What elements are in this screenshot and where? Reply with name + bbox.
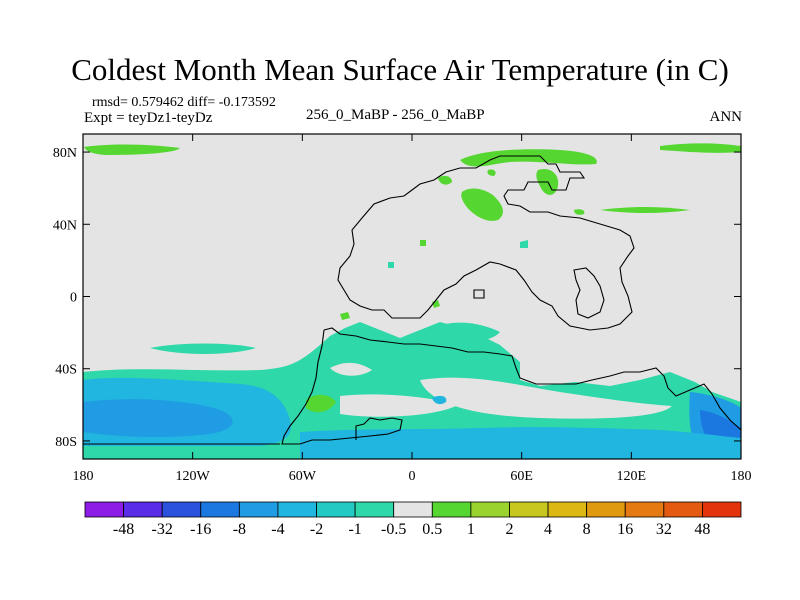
contour-region-europe — [461, 188, 503, 221]
colorbar-label: 2 — [505, 521, 513, 538]
colorbar-swatch — [586, 501, 626, 518]
x-tick-label: 60E — [510, 469, 533, 484]
contour-region-pacific-streak — [150, 343, 256, 354]
coastline-pangea — [337, 155, 635, 331]
x-tick-label: 120W — [176, 469, 211, 484]
y-tick-label: 80N — [53, 146, 77, 161]
colorbar-swatch — [316, 501, 356, 518]
colorbar-label: -32 — [152, 521, 173, 538]
colorbar-swatch — [509, 501, 549, 518]
contour-region-patch-2 — [520, 240, 528, 248]
y-tick-label: 0 — [70, 291, 77, 306]
contour-region-south-green-2 — [340, 312, 350, 320]
coastline-south-west — [281, 329, 403, 445]
contour-region-patch-4 — [432, 395, 447, 405]
colorbar-swatch — [238, 501, 279, 518]
colorbar: -48 -32 -16 -8 -4 -2 -1 -0.5 0.5 1 2 4 8 16 32 48 — [84, 501, 742, 538]
colorbar-label: 4 — [544, 521, 552, 538]
stats-label: rmsd= 0.579462 diff= -0.173592 — [92, 95, 276, 110]
contour-region-small-2 — [487, 169, 496, 176]
gap-south-2 — [340, 394, 460, 417]
colorbar-label: -16 — [190, 521, 211, 538]
colorbar-swatch — [354, 501, 395, 518]
x-tick-label: 120E — [617, 469, 647, 484]
colorbar-swatch — [277, 501, 317, 518]
experiment-label: Expt = teyDz1-teyDz — [84, 110, 213, 126]
colorbar-label: -48 — [113, 521, 134, 538]
gap-south-3 — [330, 362, 372, 376]
colorbar-swatch — [624, 501, 665, 518]
colorbar-label: 48 — [694, 521, 710, 538]
colorbar-label: 0.5 — [422, 521, 442, 538]
contour-region-arctic-3 — [660, 143, 741, 153]
colorbar-label: -0.5 — [381, 521, 406, 538]
colorbar-swatch — [123, 501, 163, 518]
contour-region-small-3 — [574, 209, 585, 215]
colorbar-label: -4 — [271, 521, 284, 538]
colorbar-swatch — [84, 501, 124, 518]
colorbar-swatch — [393, 501, 433, 518]
contour-region-south-green-1 — [306, 394, 336, 413]
colorbar-swatch — [161, 501, 202, 518]
y-tick-label: 40S — [55, 363, 77, 378]
colorbar-label: -8 — [233, 521, 246, 538]
contour-region-midlat-streak — [600, 207, 690, 213]
chart-title: Coldest Month Mean Surface Air Temperatu… — [71, 52, 729, 87]
contour-region-south-polar — [300, 427, 741, 459]
colorbar-swatch — [470, 501, 510, 518]
y-axis: 80N 40N 0 40S 80S — [53, 146, 741, 450]
colorbar-swatch — [663, 501, 703, 518]
coastline-south — [323, 327, 741, 431]
case-label: 256_0_MaBP - 256_0_MaBP — [306, 107, 485, 123]
y-tick-label: 80S — [55, 435, 77, 450]
colorbar-label: 8 — [583, 521, 591, 538]
contour-region-arctic-2 — [460, 149, 597, 167]
y-tick-label: 40N — [53, 218, 77, 233]
x-tick-label: 180 — [731, 469, 752, 484]
coastline-inner-lake — [573, 267, 605, 319]
colorbar-swatch — [547, 501, 588, 518]
season-label: ANN — [709, 109, 743, 125]
colorbar-label: 32 — [656, 521, 672, 538]
contour-region-pacific-deep — [83, 399, 233, 438]
coastline-small-island — [473, 289, 485, 299]
x-axis: 180 120W 60W 0 60E 120E 180 — [73, 134, 752, 484]
colorbar-label: -1 — [348, 521, 361, 538]
x-tick-label: 60W — [289, 469, 317, 484]
contour-region-small-1 — [438, 175, 452, 185]
x-tick-label: 0 — [409, 469, 416, 484]
colorbar-label: 1 — [467, 521, 475, 538]
colorbar-swatch — [200, 501, 240, 518]
contour-region-arctic-1 — [84, 144, 180, 155]
gap-south-1 — [420, 377, 672, 419]
x-tick-label: 180 — [73, 469, 94, 484]
colorbar-label: -2 — [310, 521, 323, 538]
colorbar-label: 16 — [617, 521, 633, 538]
colorbar-swatch — [431, 501, 472, 518]
colorbar-swatch — [702, 501, 742, 518]
contour-region-indian-patch — [430, 322, 500, 341]
contour-region-patch-3 — [388, 262, 394, 268]
contour-region-small-4 — [420, 240, 426, 246]
map-field — [83, 134, 741, 459]
